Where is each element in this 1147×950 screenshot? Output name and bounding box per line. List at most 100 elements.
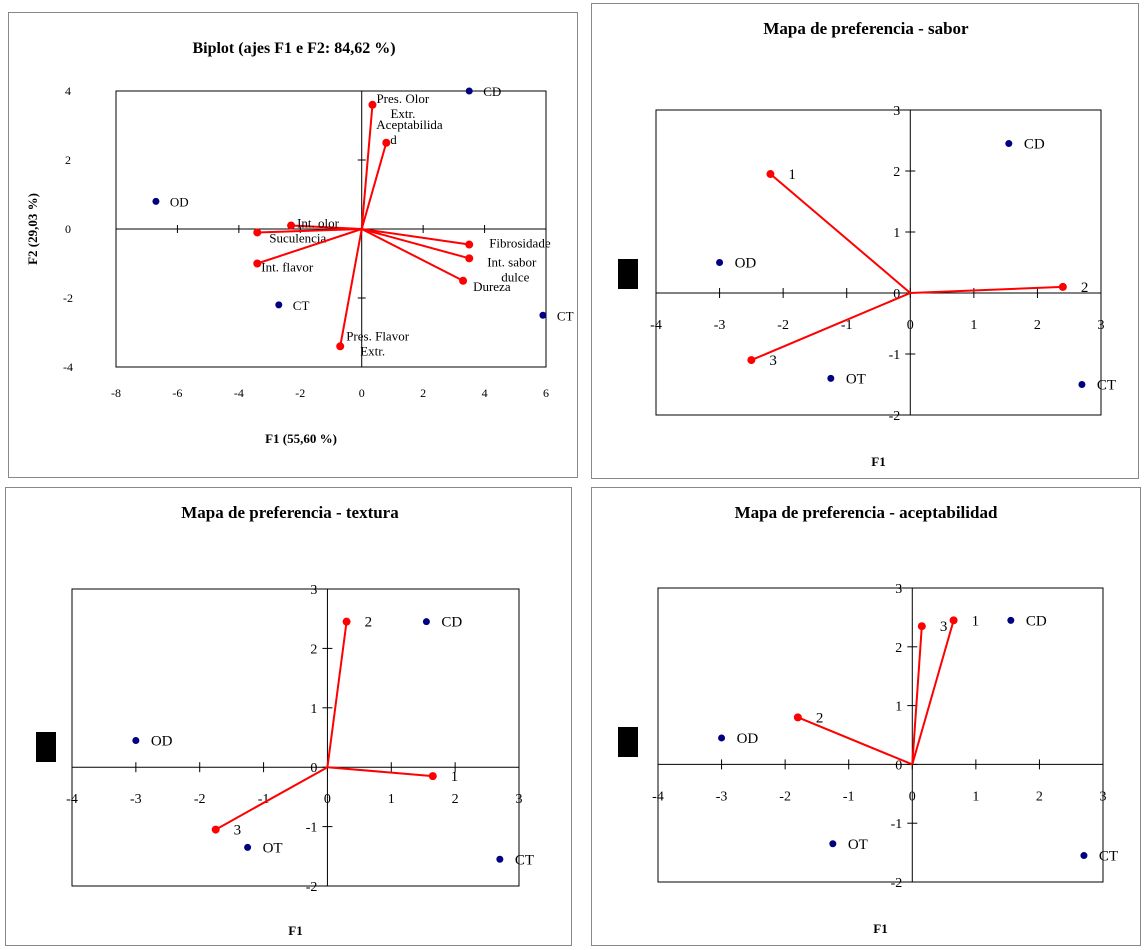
observation-point <box>422 618 430 626</box>
variable-vector <box>257 228 362 234</box>
preference-point <box>1058 282 1067 291</box>
x-tick-label: -1 <box>258 792 270 807</box>
observation-label: OT <box>263 840 283 856</box>
x-tick-label: -2 <box>779 789 791 804</box>
variable-point <box>253 259 262 268</box>
x-tick-label: 2 <box>420 386 426 400</box>
preference-point <box>211 825 220 834</box>
y-tick-label: 0 <box>895 758 902 773</box>
variable-point <box>382 138 391 147</box>
observation-point <box>1080 852 1088 860</box>
y-tick-label: 3 <box>895 582 902 597</box>
variable-label: Aceptabilida d <box>376 117 443 147</box>
observation-label: OT <box>846 371 866 387</box>
biplot-panel: Biplot (ajes F1 e F2: 84,62 %) -8 -6 -4 -2 0 2… <box>8 12 578 478</box>
y-tick-label: 1 <box>893 226 900 241</box>
preference-label: 3 <box>769 353 777 369</box>
y-tick-label: -2 <box>63 291 73 305</box>
y-tick-label: -2 <box>889 409 901 424</box>
x-tick-label: 1 <box>970 318 977 333</box>
x-tick-label: 0 <box>324 792 331 807</box>
observation-label: OD <box>737 731 759 747</box>
y-tick-label: 0 <box>310 761 317 776</box>
observation-point <box>132 736 140 744</box>
preference-vector <box>215 766 328 831</box>
y-axis-label: F2 (29,03 %) <box>25 193 40 265</box>
variable-vector <box>360 142 388 230</box>
variable-vector <box>339 228 363 347</box>
x-tick-label: 1 <box>388 792 395 807</box>
preference-label: 2 <box>816 710 824 726</box>
variable-label: Int. sabor dulce <box>487 254 537 284</box>
observation-point <box>718 734 726 742</box>
observation-label: OD <box>170 194 189 209</box>
x-tick-label: -4 <box>650 318 662 333</box>
preference-vector <box>327 766 433 778</box>
preference-point <box>428 772 437 781</box>
x-axis-label: F1 <box>871 454 885 469</box>
preference-vector <box>797 716 913 766</box>
variable-point <box>465 254 474 263</box>
observation-point <box>244 843 252 851</box>
textura-chart: Mapa de preferencia - textura -4 -3 -2 -1 0 1 2… <box>36 503 534 938</box>
observation-label: OD <box>151 733 173 749</box>
y-tick-label: -2 <box>891 876 903 891</box>
x-tick-label: 3 <box>1100 789 1107 804</box>
preference-label: 2 <box>1081 280 1089 296</box>
x-tick-label: -4 <box>652 789 664 804</box>
y-tick-label: -1 <box>889 348 901 363</box>
chart-title: Mapa de preferencia - textura <box>181 503 399 522</box>
observation-label: CT <box>1097 378 1116 394</box>
x-tick-label: 2 <box>1036 789 1043 804</box>
observation-point <box>1005 140 1013 148</box>
observation-point <box>716 259 724 266</box>
variable-label: Int. olor <box>297 216 340 231</box>
plot-area <box>71 588 520 887</box>
observation-point <box>1007 616 1015 624</box>
x-tick-label: 0 <box>909 789 916 804</box>
y-tick-label: -1 <box>891 817 903 832</box>
observation-point <box>465 87 473 95</box>
plot-area <box>655 109 1102 416</box>
y-tick-label: 0 <box>65 222 71 236</box>
variable-point <box>336 342 345 351</box>
observation-label: CD <box>1026 613 1047 629</box>
y-axis-label-block <box>36 732 56 762</box>
y-tick-label: 3 <box>310 583 317 598</box>
variable-vector <box>256 228 363 265</box>
y-tick-label: -2 <box>306 880 318 895</box>
x-tick-label: 3 <box>516 792 523 807</box>
x-tick-label: -2 <box>295 386 305 400</box>
preference-vector <box>910 285 1063 294</box>
chart-title: Mapa de preferencia - sabor <box>763 19 969 38</box>
preference-label: 2 <box>365 615 373 631</box>
y-tick-label: 3 <box>893 104 900 119</box>
variable-label: Fibrosidade <box>489 236 551 251</box>
observation-point <box>1078 381 1086 388</box>
y-tick-label: 0 <box>893 287 900 302</box>
sabor-panel: Mapa de preferencia - sabor -4 -3 -2 -1 0 1 2 3 3… <box>591 3 1139 479</box>
observation-label: CT <box>293 298 310 313</box>
variable-label: Pres. Flavor Extr. <box>346 328 410 358</box>
x-axis-label: F1 <box>288 923 302 938</box>
variable-label: Pres. Olor Extr. <box>376 91 429 121</box>
observation-point <box>275 301 283 309</box>
x-tick-label: -6 <box>172 386 182 400</box>
chart-title: Mapa de preferencia - aceptabilidad <box>735 503 998 522</box>
y-tick-label: 2 <box>893 165 900 180</box>
chart-title: Biplot (ajes F1 e F2: 84,62 %) <box>192 40 395 57</box>
variable-label: Int. flavor <box>261 260 314 275</box>
preference-point <box>766 170 775 179</box>
observation-point <box>496 855 504 863</box>
preference-point <box>747 356 756 365</box>
x-tick-label: 3 <box>1098 318 1105 333</box>
y-tick-label: -1 <box>306 821 318 836</box>
preference-point <box>917 622 926 631</box>
x-tick-label: -2 <box>777 318 789 333</box>
preference-vector <box>911 626 923 765</box>
observation-point <box>827 374 835 382</box>
preference-vector <box>911 620 955 765</box>
preference-vector <box>750 292 911 362</box>
x-axis-label: F1 (55,60 %) <box>265 431 337 446</box>
plot-area <box>657 587 1104 883</box>
